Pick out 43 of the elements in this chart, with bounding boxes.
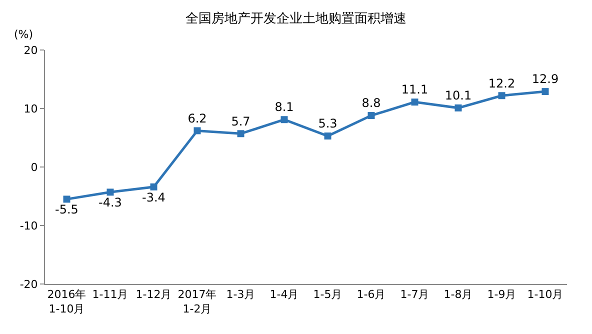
point: [542, 88, 549, 96]
data-label: 10.1: [444, 88, 472, 103]
point: [498, 92, 506, 100]
point: [194, 127, 201, 134]
point: [237, 130, 244, 138]
y-axis-title: (%): [14, 28, 34, 41]
point: [411, 98, 418, 106]
x-tick-label: 2017年 1-2月: [178, 288, 217, 316]
y-tick-label: -10: [20, 219, 38, 232]
y-tick-label: -20: [20, 278, 38, 291]
chart-title: 全国房地产开发企业土地购置面积增速: [186, 10, 406, 26]
x-tick-label: 1-8月: [444, 288, 473, 302]
point: [280, 116, 288, 124]
point: [106, 188, 114, 196]
point: [368, 112, 375, 120]
data-label: 8.1: [274, 100, 294, 114]
data-label: 11.1: [401, 82, 428, 97]
x-tick-label: 1-4月: [270, 288, 299, 302]
x-tick-label: 1-10月: [527, 288, 564, 302]
data-label: -5.5: [55, 202, 78, 217]
data-label: 8.8: [362, 96, 381, 110]
x-tick-label: 1-6月: [356, 288, 386, 302]
x-tick-label: 1-9月: [487, 288, 516, 302]
data-label: 5.3: [318, 116, 338, 131]
x-tick-label: 1-11月: [92, 288, 128, 302]
point: [63, 196, 70, 203]
point: [324, 132, 332, 140]
data-label: 12.9: [532, 72, 559, 86]
point: [150, 183, 158, 190]
data-label: 12.2: [488, 76, 516, 90]
x-tick-label: 1-12月: [136, 288, 172, 302]
y-tick-label: 0: [30, 160, 38, 174]
data-label: -4.3: [98, 196, 122, 210]
x-tick-label: 1-5月: [313, 288, 342, 302]
y-tick-label: 20: [24, 44, 38, 57]
x-tick-label: 2016年 1-10月: [47, 288, 86, 316]
point: [454, 104, 462, 112]
data-label: -3.4: [142, 190, 166, 204]
data-label: 6.2: [188, 111, 207, 126]
y-tick-label: 10: [24, 102, 38, 116]
x-tick-label: 1-3月: [226, 288, 256, 302]
x-tick-label: 1-7月: [400, 288, 430, 302]
data-label: 5.7: [231, 114, 250, 128]
